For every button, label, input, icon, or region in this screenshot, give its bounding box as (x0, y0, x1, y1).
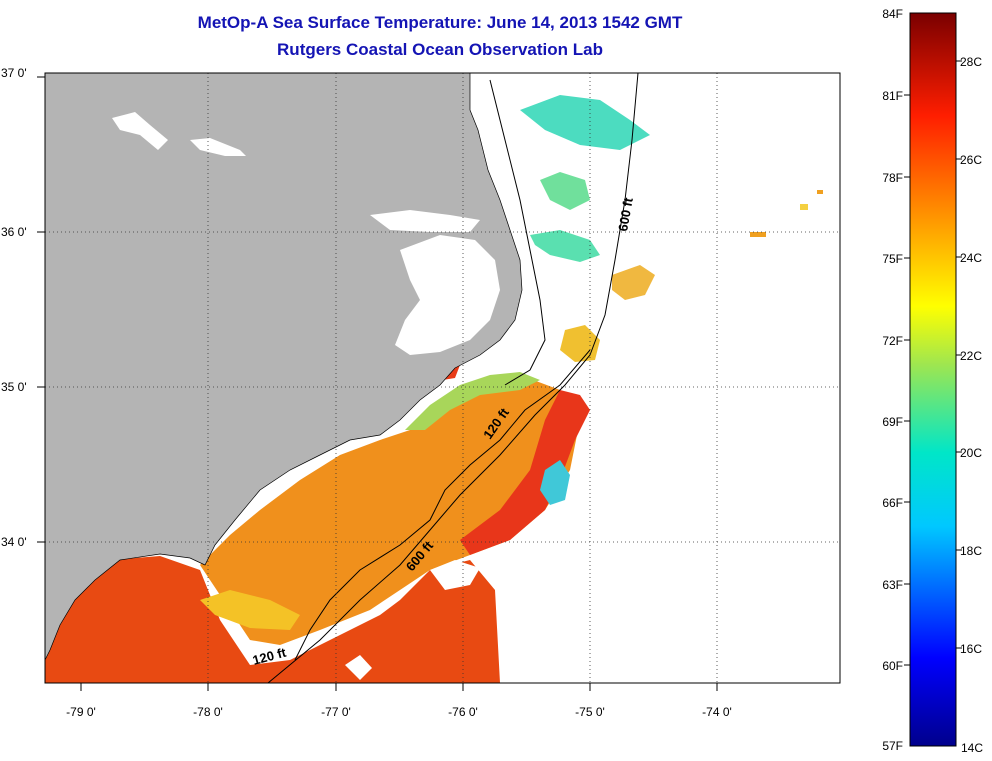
map-title: MetOp-A Sea Surface Temperature: June 14… (197, 13, 683, 32)
map-border (44, 72, 841, 684)
inland-lake-2 (190, 138, 246, 156)
colorbar-f-60: 60F (882, 659, 903, 673)
sst-north-cyan-1 (520, 95, 650, 150)
colorbar-c-28: 28C (960, 55, 982, 69)
sst-north-cyan-2 (530, 230, 600, 262)
sst-cool-patch (540, 460, 570, 505)
lon-label-74: -74 0' (702, 705, 732, 719)
lat-label-37: 37 0' (1, 66, 27, 80)
sst-warm-field (45, 556, 500, 683)
lon-label-76: -76 0' (448, 705, 478, 719)
colorbar-c-18: 18C (960, 544, 982, 558)
lon-label-77: -77 0' (321, 705, 351, 719)
sst-offshore-warm (460, 390, 590, 555)
sst-speck-3 (817, 190, 823, 194)
lon-label-75: -75 0' (575, 705, 605, 719)
outer-banks (489, 79, 546, 386)
lon-label-78: -78 0' (193, 705, 223, 719)
inland-lake-1 (112, 112, 168, 150)
graticule (45, 73, 840, 683)
sst-outer-banks-yellow (560, 325, 600, 362)
lat-label-36: 36 0' (1, 225, 27, 239)
colorbar-c-16: 16C (960, 642, 982, 656)
contour-120ft (294, 349, 591, 661)
sst-speck-2 (800, 204, 808, 210)
colorbar-f-72: 72F (882, 334, 903, 348)
pamlico-sound (395, 235, 500, 355)
contour-label-600ft-north: 600 ft (615, 196, 636, 233)
colorbar-ticks (904, 60, 962, 666)
colorbar (909, 12, 957, 747)
map-subtitle: Rutgers Coastal Ocean Observation Lab (277, 40, 603, 59)
colorbar-f-75: 75F (882, 252, 903, 266)
colorbar-f-57: 57F (882, 739, 903, 753)
colorbar-f-81: 81F (882, 89, 903, 103)
colorbar-c-20: 20C (960, 446, 982, 460)
lon-label-79: -79 0' (66, 705, 96, 719)
contour-600ft (267, 72, 639, 684)
colorbar-c-26: 26C (960, 153, 982, 167)
sst-mid-field (200, 375, 580, 645)
colorbar-f-78: 78F (882, 171, 903, 185)
sst-north-cyan-3 (540, 172, 590, 210)
sst-green-coastal (405, 372, 540, 430)
sst-speck-1 (750, 232, 766, 237)
lat-label-35: 35 0' (1, 380, 27, 394)
nodata-cloud-2 (345, 655, 372, 680)
colorbar-c-14: 14C (961, 741, 983, 755)
sst-north-yellow (612, 265, 655, 300)
colorbar-f-69: 69F (882, 415, 903, 429)
colorbar-c-24: 24C (960, 251, 982, 265)
lat-label-34: 34 0' (1, 535, 27, 549)
colorbar-f-84: 84F (882, 7, 903, 21)
axis-ticks (37, 76, 718, 691)
nodata-cloud-1 (430, 560, 480, 590)
albemarle-sound (370, 210, 480, 232)
sst-yellow-band (200, 590, 300, 630)
colorbar-f-66: 66F (882, 496, 903, 510)
colorbar-c-22: 22C (960, 349, 982, 363)
colorbar-f-63: 63F (882, 578, 903, 592)
